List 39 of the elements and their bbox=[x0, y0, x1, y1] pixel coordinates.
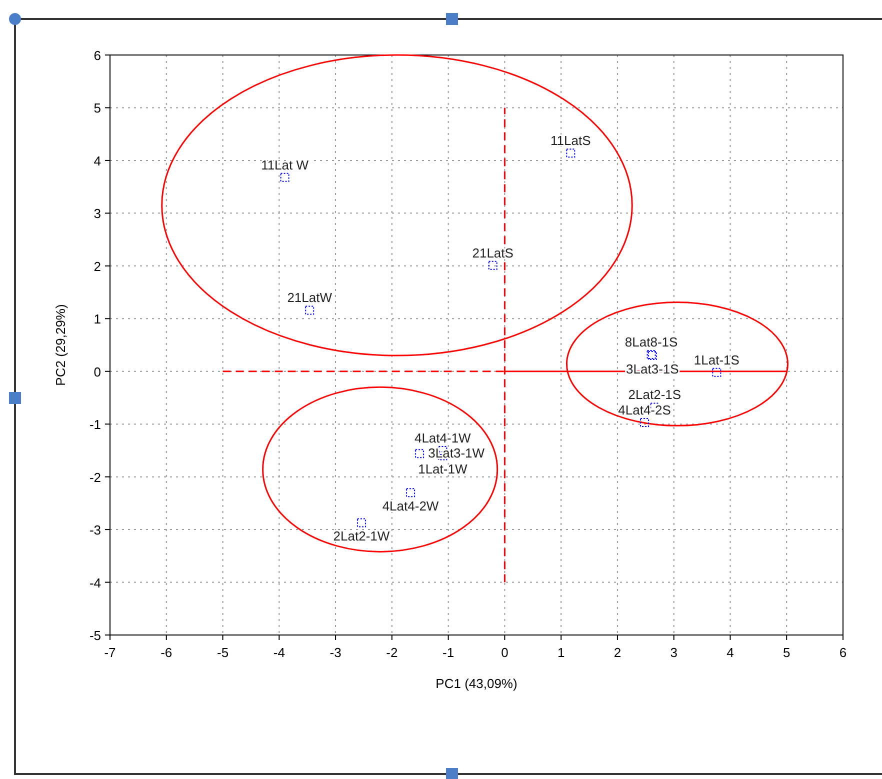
x-tick-label: 5 bbox=[783, 645, 790, 660]
x-tick-label: 0 bbox=[501, 645, 508, 660]
x-axis-title: PC1 (43,09%) bbox=[436, 676, 518, 691]
annotation: 21LatW bbox=[287, 290, 333, 306]
y-tick-label: 0 bbox=[94, 364, 101, 380]
y-tick-label: -2 bbox=[89, 470, 101, 485]
y-tick-label: 6 bbox=[94, 48, 101, 63]
y-tick-label: 5 bbox=[94, 100, 101, 116]
y-tick-label: 4 bbox=[94, 153, 101, 168]
annotation: 4Lat4-2S bbox=[618, 402, 672, 418]
x-tick-label: -5 bbox=[216, 645, 229, 660]
x-tick-label: 1 bbox=[557, 645, 565, 660]
y-tick-label: -4 bbox=[89, 575, 101, 590]
x-tick-label: 3 bbox=[670, 645, 678, 660]
annotation: 1Lat-1W bbox=[418, 462, 468, 477]
y-tick-label: 1 bbox=[94, 312, 101, 327]
y-tick-label: -3 bbox=[89, 522, 101, 538]
annotation: 11LatS bbox=[550, 133, 592, 148]
annotation: 8Lat8-1S bbox=[624, 334, 678, 350]
x-tick-label: 2 bbox=[614, 645, 622, 660]
annotation: 11Lat W bbox=[261, 157, 310, 172]
y-tick-label: -1 bbox=[89, 417, 101, 432]
y-tick-label: -5 bbox=[89, 628, 101, 643]
x-tick-label: 6 bbox=[839, 645, 847, 660]
y-tick-label: 2 bbox=[94, 258, 101, 274]
x-tick-label: -1 bbox=[442, 645, 454, 660]
x-tick-label: -4 bbox=[273, 645, 285, 660]
y-axis-title: PC2 (29,29%) bbox=[53, 304, 68, 386]
annotation: 2Lat2-1W bbox=[333, 528, 390, 544]
x-tick-label: -3 bbox=[330, 645, 342, 660]
x-tick-label: 4 bbox=[726, 645, 734, 660]
annotation: 2Lat2-1S bbox=[628, 387, 682, 402]
y-tick-label: 3 bbox=[94, 206, 101, 222]
annotation: 4Lat4-1W bbox=[414, 430, 472, 446]
x-tick-label: -2 bbox=[386, 645, 398, 660]
x-tick-label: -7 bbox=[104, 645, 116, 660]
annotation: 4Lat4-2W bbox=[382, 498, 440, 514]
annotation: 1Lat-1S bbox=[694, 352, 740, 368]
x-tick-label: -6 bbox=[160, 645, 172, 660]
